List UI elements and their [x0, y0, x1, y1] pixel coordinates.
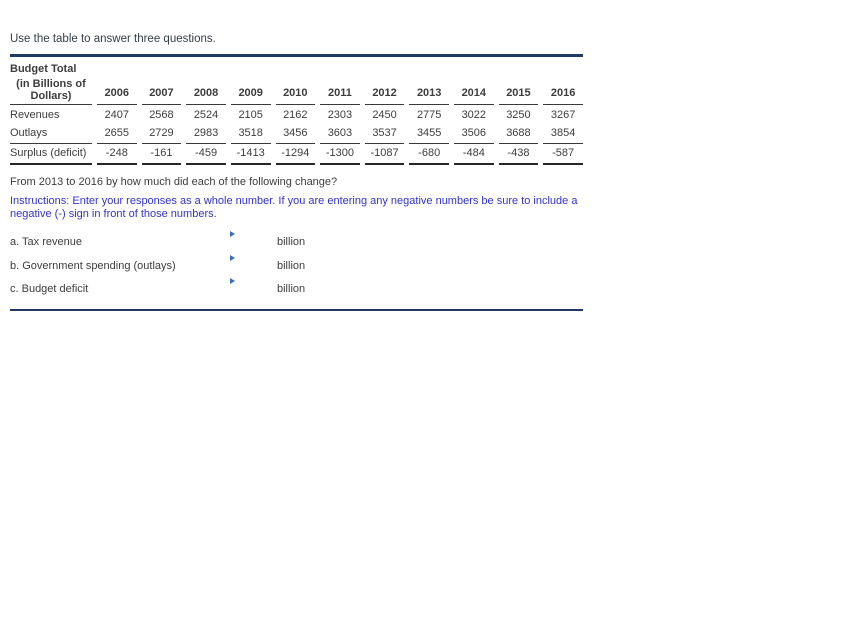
right-triangle-icon: [230, 254, 235, 261]
year-header: 2015: [498, 57, 539, 105]
table-cell: -1300: [320, 144, 360, 165]
year-header: 2009: [230, 57, 271, 105]
table-cell: 3022: [461, 109, 487, 121]
answer-row-a: a. Tax revenue billion: [10, 230, 583, 254]
budget-table: Budget Total (in Billions of Dollars) 20…: [5, 57, 588, 165]
question-panel: Use the table to answer three questions.…: [10, 33, 583, 311]
year-header: 2008: [186, 57, 226, 105]
table-cell: 3537: [364, 124, 405, 144]
answer-row-c: c. Budget deficit billion: [10, 277, 583, 301]
answer-label-c: c. Budget deficit: [10, 283, 89, 295]
table-cell: -1294: [275, 144, 316, 165]
answer-label-a: a. Tax revenue: [10, 236, 82, 248]
answer-input-b[interactable]: [240, 255, 278, 272]
table-cell: 3506: [454, 124, 494, 144]
table-cell: 3688: [498, 124, 539, 144]
bottom-divider: [10, 308, 583, 311]
table-cell: 3267: [550, 109, 576, 121]
table-subtitle: (in Billions of Dollars): [16, 78, 86, 102]
table-row-outlays: Outlays 2655 2729 2983 3518 3456 3603 35…: [10, 124, 583, 144]
year-header: 2013: [409, 57, 449, 105]
table-cell: -438: [498, 144, 539, 165]
answer-row-b: b. Government spending (outlays) billion: [10, 254, 583, 278]
table-cell: -1087: [364, 144, 405, 165]
table-cell: 2983: [186, 124, 226, 144]
table-header-row: Budget Total (in Billions of Dollars) 20…: [10, 57, 583, 105]
year-header: 2010: [275, 57, 316, 105]
row-label: Revenues: [10, 109, 60, 121]
table-cell: 2775: [416, 109, 442, 121]
question-prompt: From 2013 to 2016 by how much did each o…: [10, 176, 338, 188]
answer-input-c[interactable]: [240, 279, 278, 295]
table-cell: 2524: [193, 109, 219, 121]
year-header: 2016: [543, 57, 583, 105]
answer-label-b: b. Government spending (outlays): [10, 259, 176, 272]
table-cell: 2162: [283, 109, 308, 121]
table-cell: -680: [409, 144, 449, 165]
table-row-revenues: Revenues 2407 2568 2524 2105 2162 2303 2…: [10, 105, 583, 124]
answer-unit-c: billion: [277, 283, 306, 295]
table-corner-header: Budget Total (in Billions of Dollars): [10, 57, 92, 105]
table-cell: 3603: [320, 124, 360, 144]
table-cell: 3250: [506, 109, 531, 121]
table-cell: 2568: [149, 109, 174, 121]
table-cell: 2105: [238, 109, 263, 121]
row-label: Surplus (deficit): [10, 144, 92, 165]
year-header: 2014: [454, 57, 494, 105]
right-triangle-icon: [230, 278, 235, 284]
year-header: 2006: [97, 57, 137, 105]
table-cell: 3854: [543, 124, 583, 144]
table-cell: -484: [454, 144, 494, 165]
year-header: 2007: [141, 57, 182, 105]
question-instructions: Instructions: Enter your responses as a …: [10, 195, 578, 220]
table-cell: 3455: [409, 124, 449, 144]
table-cell: -161: [141, 144, 182, 165]
answer-unit-b: billion: [277, 259, 306, 272]
table-cell: 2729: [141, 124, 182, 144]
right-triangle-icon: [230, 231, 235, 237]
answer-input-a[interactable]: [240, 232, 278, 248]
table-cell: -587: [543, 144, 583, 165]
row-label: Outlays: [10, 124, 92, 144]
table-cell: 2407: [104, 109, 130, 121]
table-cell: -459: [186, 144, 226, 165]
budget-table-container: Budget Total (in Billions of Dollars) 20…: [10, 54, 583, 165]
page-title: Use the table to answer three questions.: [10, 33, 216, 45]
table-title: Budget Total: [10, 63, 77, 75]
table-cell: -1413: [230, 144, 271, 165]
year-header: 2011: [320, 57, 360, 105]
year-header: 2012: [364, 57, 405, 105]
table-cell: 2655: [97, 124, 137, 144]
table-cell: 3518: [230, 124, 271, 144]
answer-list: a. Tax revenue billion b. Government spe…: [10, 230, 583, 301]
table-cell: 2450: [372, 109, 397, 121]
table-cell: -248: [97, 144, 137, 165]
answer-unit-a: billion: [277, 236, 306, 248]
table-cell: 2303: [327, 109, 353, 121]
table-cell: 3456: [275, 124, 316, 144]
table-row-surplus-deficit: Surplus (deficit) -248 -161 -459 -1413 -…: [10, 144, 583, 165]
